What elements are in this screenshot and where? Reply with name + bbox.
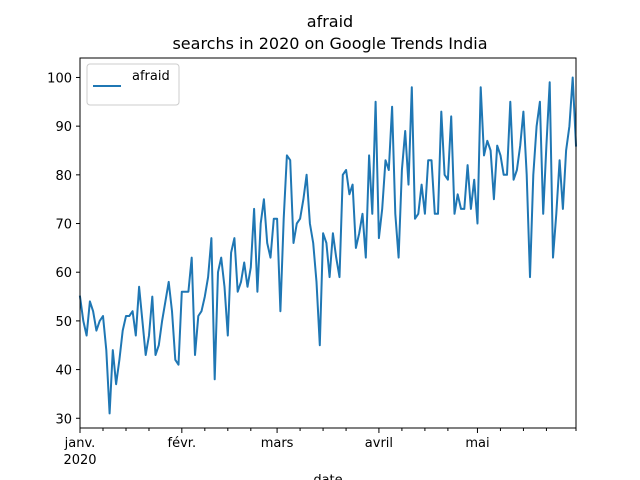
y-tick-label: 100 [47,71,72,86]
y-tick-label: 30 [55,412,72,427]
series-line-afraid [78,76,578,415]
x-tick-label: avril [365,436,393,451]
y-axis: 30 40 50 60 70 80 90 100 [47,71,80,427]
x-axis-label: date [313,473,342,480]
x-tick-sublabel: 2020 [63,453,96,468]
y-tick-label: 70 [55,218,72,233]
plot-frame [79,57,577,429]
chart-subtitle: searchs in 2020 on Google Trends India [172,34,487,53]
y-tick-label: 80 [55,169,72,184]
legend-label-afraid: afraid [132,69,170,84]
plot-area [80,58,576,428]
y-tick-label: 60 [55,266,72,281]
y-tick-label: 40 [55,364,72,379]
chart-title: afraid [307,12,353,31]
x-tick-label: mai [465,436,489,451]
y-tick-label: 50 [55,315,72,330]
legend-box [86,63,180,106]
x-tick-label: janv. [64,436,96,451]
x-tick-label: févr. [168,436,197,451]
x-tick-label: mars [261,436,294,451]
x-axis: janv. 2020 févr. mars avril mai [63,428,577,468]
legend: afraid [86,63,180,106]
y-tick-label: 90 [55,120,72,135]
